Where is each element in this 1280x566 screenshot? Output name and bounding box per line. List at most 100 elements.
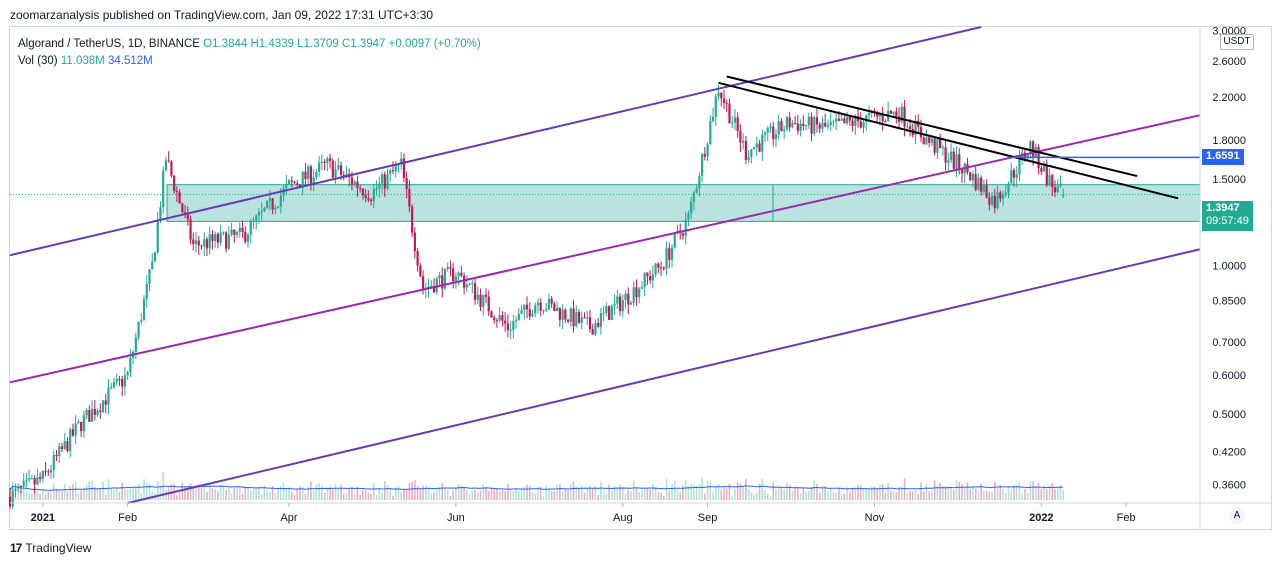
candle-body <box>465 284 468 288</box>
candle-body <box>618 296 622 312</box>
candle <box>523 304 526 320</box>
candle <box>205 236 209 257</box>
volume-bar <box>605 493 608 500</box>
candle-body <box>353 181 356 185</box>
volume-bar <box>723 487 725 500</box>
support-zone-rect <box>166 184 1201 222</box>
volume-bar <box>720 489 723 500</box>
candle-body <box>411 206 414 233</box>
currency-button[interactable]: USDT <box>1220 34 1254 50</box>
volume-bar <box>745 478 747 500</box>
volume-bar <box>236 487 238 500</box>
candle <box>1056 178 1059 193</box>
volume-bar <box>466 489 468 500</box>
candle <box>777 114 780 139</box>
volume-bar <box>277 489 279 500</box>
candle-body <box>361 188 364 196</box>
candle <box>356 175 359 197</box>
volume-bar <box>397 485 400 500</box>
volume-bar <box>731 496 734 500</box>
candle-body <box>296 183 299 185</box>
candle-body <box>140 320 143 322</box>
candle-body <box>703 154 706 157</box>
candle-body <box>728 103 731 124</box>
volume-bar <box>786 482 788 500</box>
bar-countdown: 09:57:49 <box>1206 215 1249 227</box>
candle-body <box>126 372 129 376</box>
candle <box>151 252 154 270</box>
volume-bar <box>342 493 345 500</box>
volume-bar <box>187 488 189 500</box>
volume-bar <box>846 487 848 500</box>
volume-bar <box>463 487 465 500</box>
candle-body <box>257 212 261 216</box>
volume-label[interactable]: Vol (30) <box>18 55 58 67</box>
volume-bar <box>671 484 673 500</box>
volume-bar <box>870 486 873 500</box>
volume-bar <box>572 481 575 500</box>
candle-body <box>586 317 589 319</box>
candle-body <box>695 188 698 193</box>
candle <box>955 146 958 178</box>
volume-bar <box>742 486 744 500</box>
volume-bar <box>50 493 52 500</box>
price-tick-label: 0.3600 <box>1212 479 1246 491</box>
candle-body <box>99 410 102 412</box>
volume-bar <box>619 485 621 500</box>
symbol-title[interactable]: Algorand / TetherUS, 1D, BINANCE <box>18 38 200 50</box>
candle-body <box>692 192 696 202</box>
candle <box>200 244 203 250</box>
candle <box>742 133 745 150</box>
candle <box>514 316 518 329</box>
volume-bar <box>701 478 703 500</box>
volume-bar <box>482 483 485 500</box>
volume-bar <box>991 491 993 500</box>
volume-bar <box>838 488 840 500</box>
volume-bar <box>936 484 939 500</box>
volume-bar <box>594 486 597 500</box>
candle-body <box>794 123 797 125</box>
volume-bar <box>208 482 211 500</box>
candle <box>121 376 124 397</box>
candle <box>903 99 906 137</box>
candle <box>408 180 411 213</box>
candle-body <box>457 272 460 277</box>
channel-upper-line <box>9 26 982 257</box>
volume-bar <box>591 488 594 500</box>
candle-body <box>460 272 463 276</box>
volume-bar <box>36 490 39 500</box>
candle <box>668 242 671 269</box>
volume-bar <box>58 489 61 500</box>
candle <box>684 211 687 245</box>
candle <box>233 229 236 243</box>
auto-scale-button[interactable]: A <box>1229 508 1245 524</box>
volume-bar <box>104 494 107 500</box>
volume-bar <box>561 491 564 500</box>
volume-ma-value: 34.512M <box>107 55 153 67</box>
volume-bar <box>1051 482 1054 500</box>
candle-body <box>364 195 367 199</box>
volume-bar <box>818 492 821 500</box>
volume-bar <box>914 490 917 500</box>
candle-body <box>339 165 343 175</box>
last-price-badge: 1.3947 09:57:49 <box>1202 201 1253 231</box>
volume-bar <box>567 490 569 500</box>
candle <box>996 185 999 210</box>
candle-body <box>164 160 168 171</box>
candle-body <box>731 122 734 124</box>
candle-body <box>780 121 783 132</box>
candle-body <box>175 190 178 193</box>
candle <box>701 153 704 183</box>
volume-bar <box>613 486 616 500</box>
candle <box>63 432 66 451</box>
candle-body <box>807 116 810 126</box>
volume-bar <box>299 486 301 500</box>
candle <box>301 171 304 196</box>
candle <box>990 191 994 207</box>
volume-bar <box>39 493 41 500</box>
candle <box>577 309 581 325</box>
candle-body <box>654 263 657 275</box>
volume-bar <box>698 483 701 500</box>
volume-bar <box>290 491 293 500</box>
